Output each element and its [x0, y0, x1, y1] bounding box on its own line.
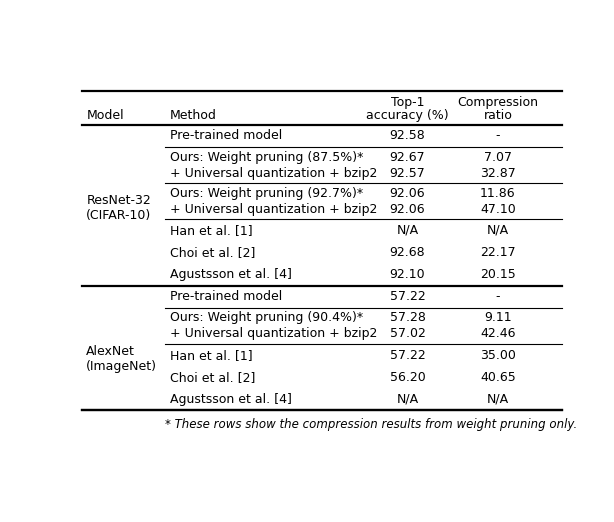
Text: * These rows show the compression results from weight pruning only.: * These rows show the compression result… [165, 418, 577, 431]
Text: Ours: Weight pruning (90.4%)*: Ours: Weight pruning (90.4%)* [169, 312, 363, 325]
Text: Han et al. [1]: Han et al. [1] [169, 224, 252, 237]
Text: N/A: N/A [487, 224, 509, 237]
Text: 35.00: 35.00 [480, 349, 516, 362]
Text: 9.11: 9.11 [484, 312, 511, 325]
Text: + Universal quantization + bzip2: + Universal quantization + bzip2 [169, 327, 377, 340]
Text: 92.57: 92.57 [390, 167, 426, 180]
Text: Ours: Weight pruning (87.5%)*: Ours: Weight pruning (87.5%)* [169, 151, 363, 164]
Text: 92.67: 92.67 [390, 151, 426, 164]
Text: Pre-trained model: Pre-trained model [169, 290, 282, 303]
Text: Pre-trained model: Pre-trained model [169, 129, 282, 143]
Text: Method: Method [169, 109, 216, 122]
Text: 92.68: 92.68 [390, 246, 426, 259]
Text: -: - [495, 129, 500, 143]
Text: Agustsson et al. [4]: Agustsson et al. [4] [169, 268, 292, 281]
Text: accuracy (%): accuracy (%) [366, 109, 449, 122]
Text: Compression: Compression [457, 96, 538, 109]
Text: 22.17: 22.17 [480, 246, 516, 259]
Text: N/A: N/A [397, 224, 419, 237]
Text: 56.20: 56.20 [390, 371, 426, 384]
Text: 57.22: 57.22 [390, 349, 426, 362]
Text: 57.02: 57.02 [389, 327, 426, 340]
Text: 92.10: 92.10 [390, 268, 426, 281]
Text: ratio: ratio [483, 109, 512, 122]
Text: Top-1: Top-1 [391, 96, 424, 109]
Text: 92.06: 92.06 [390, 203, 426, 216]
Text: N/A: N/A [487, 393, 509, 406]
Text: + Universal quantization + bzip2: + Universal quantization + bzip2 [169, 203, 377, 216]
Text: 7.07: 7.07 [484, 151, 512, 164]
Text: 57.28: 57.28 [389, 312, 426, 325]
Text: 20.15: 20.15 [480, 268, 516, 281]
Text: 92.58: 92.58 [390, 129, 426, 143]
Text: 92.06: 92.06 [390, 187, 426, 200]
Text: 11.86: 11.86 [480, 187, 516, 200]
Text: Choi et al. [2]: Choi et al. [2] [169, 371, 255, 384]
Text: Model: Model [86, 109, 124, 122]
Text: Ours: Weight pruning (92.7%)*: Ours: Weight pruning (92.7%)* [169, 187, 363, 200]
Text: N/A: N/A [397, 393, 419, 406]
Text: Han et al. [1]: Han et al. [1] [169, 349, 252, 362]
Text: Agustsson et al. [4]: Agustsson et al. [4] [169, 393, 292, 406]
Text: 42.46: 42.46 [480, 327, 516, 340]
Text: ResNet-32
(CIFAR-10): ResNet-32 (CIFAR-10) [86, 194, 152, 221]
Text: 57.22: 57.22 [390, 290, 426, 303]
Text: AlexNet
(ImageNet): AlexNet (ImageNet) [86, 345, 157, 373]
Text: 47.10: 47.10 [480, 203, 516, 216]
Text: -: - [495, 290, 500, 303]
Text: Choi et al. [2]: Choi et al. [2] [169, 246, 255, 259]
Text: 40.65: 40.65 [480, 371, 516, 384]
Text: 32.87: 32.87 [480, 167, 516, 180]
Text: + Universal quantization + bzip2: + Universal quantization + bzip2 [169, 167, 377, 180]
